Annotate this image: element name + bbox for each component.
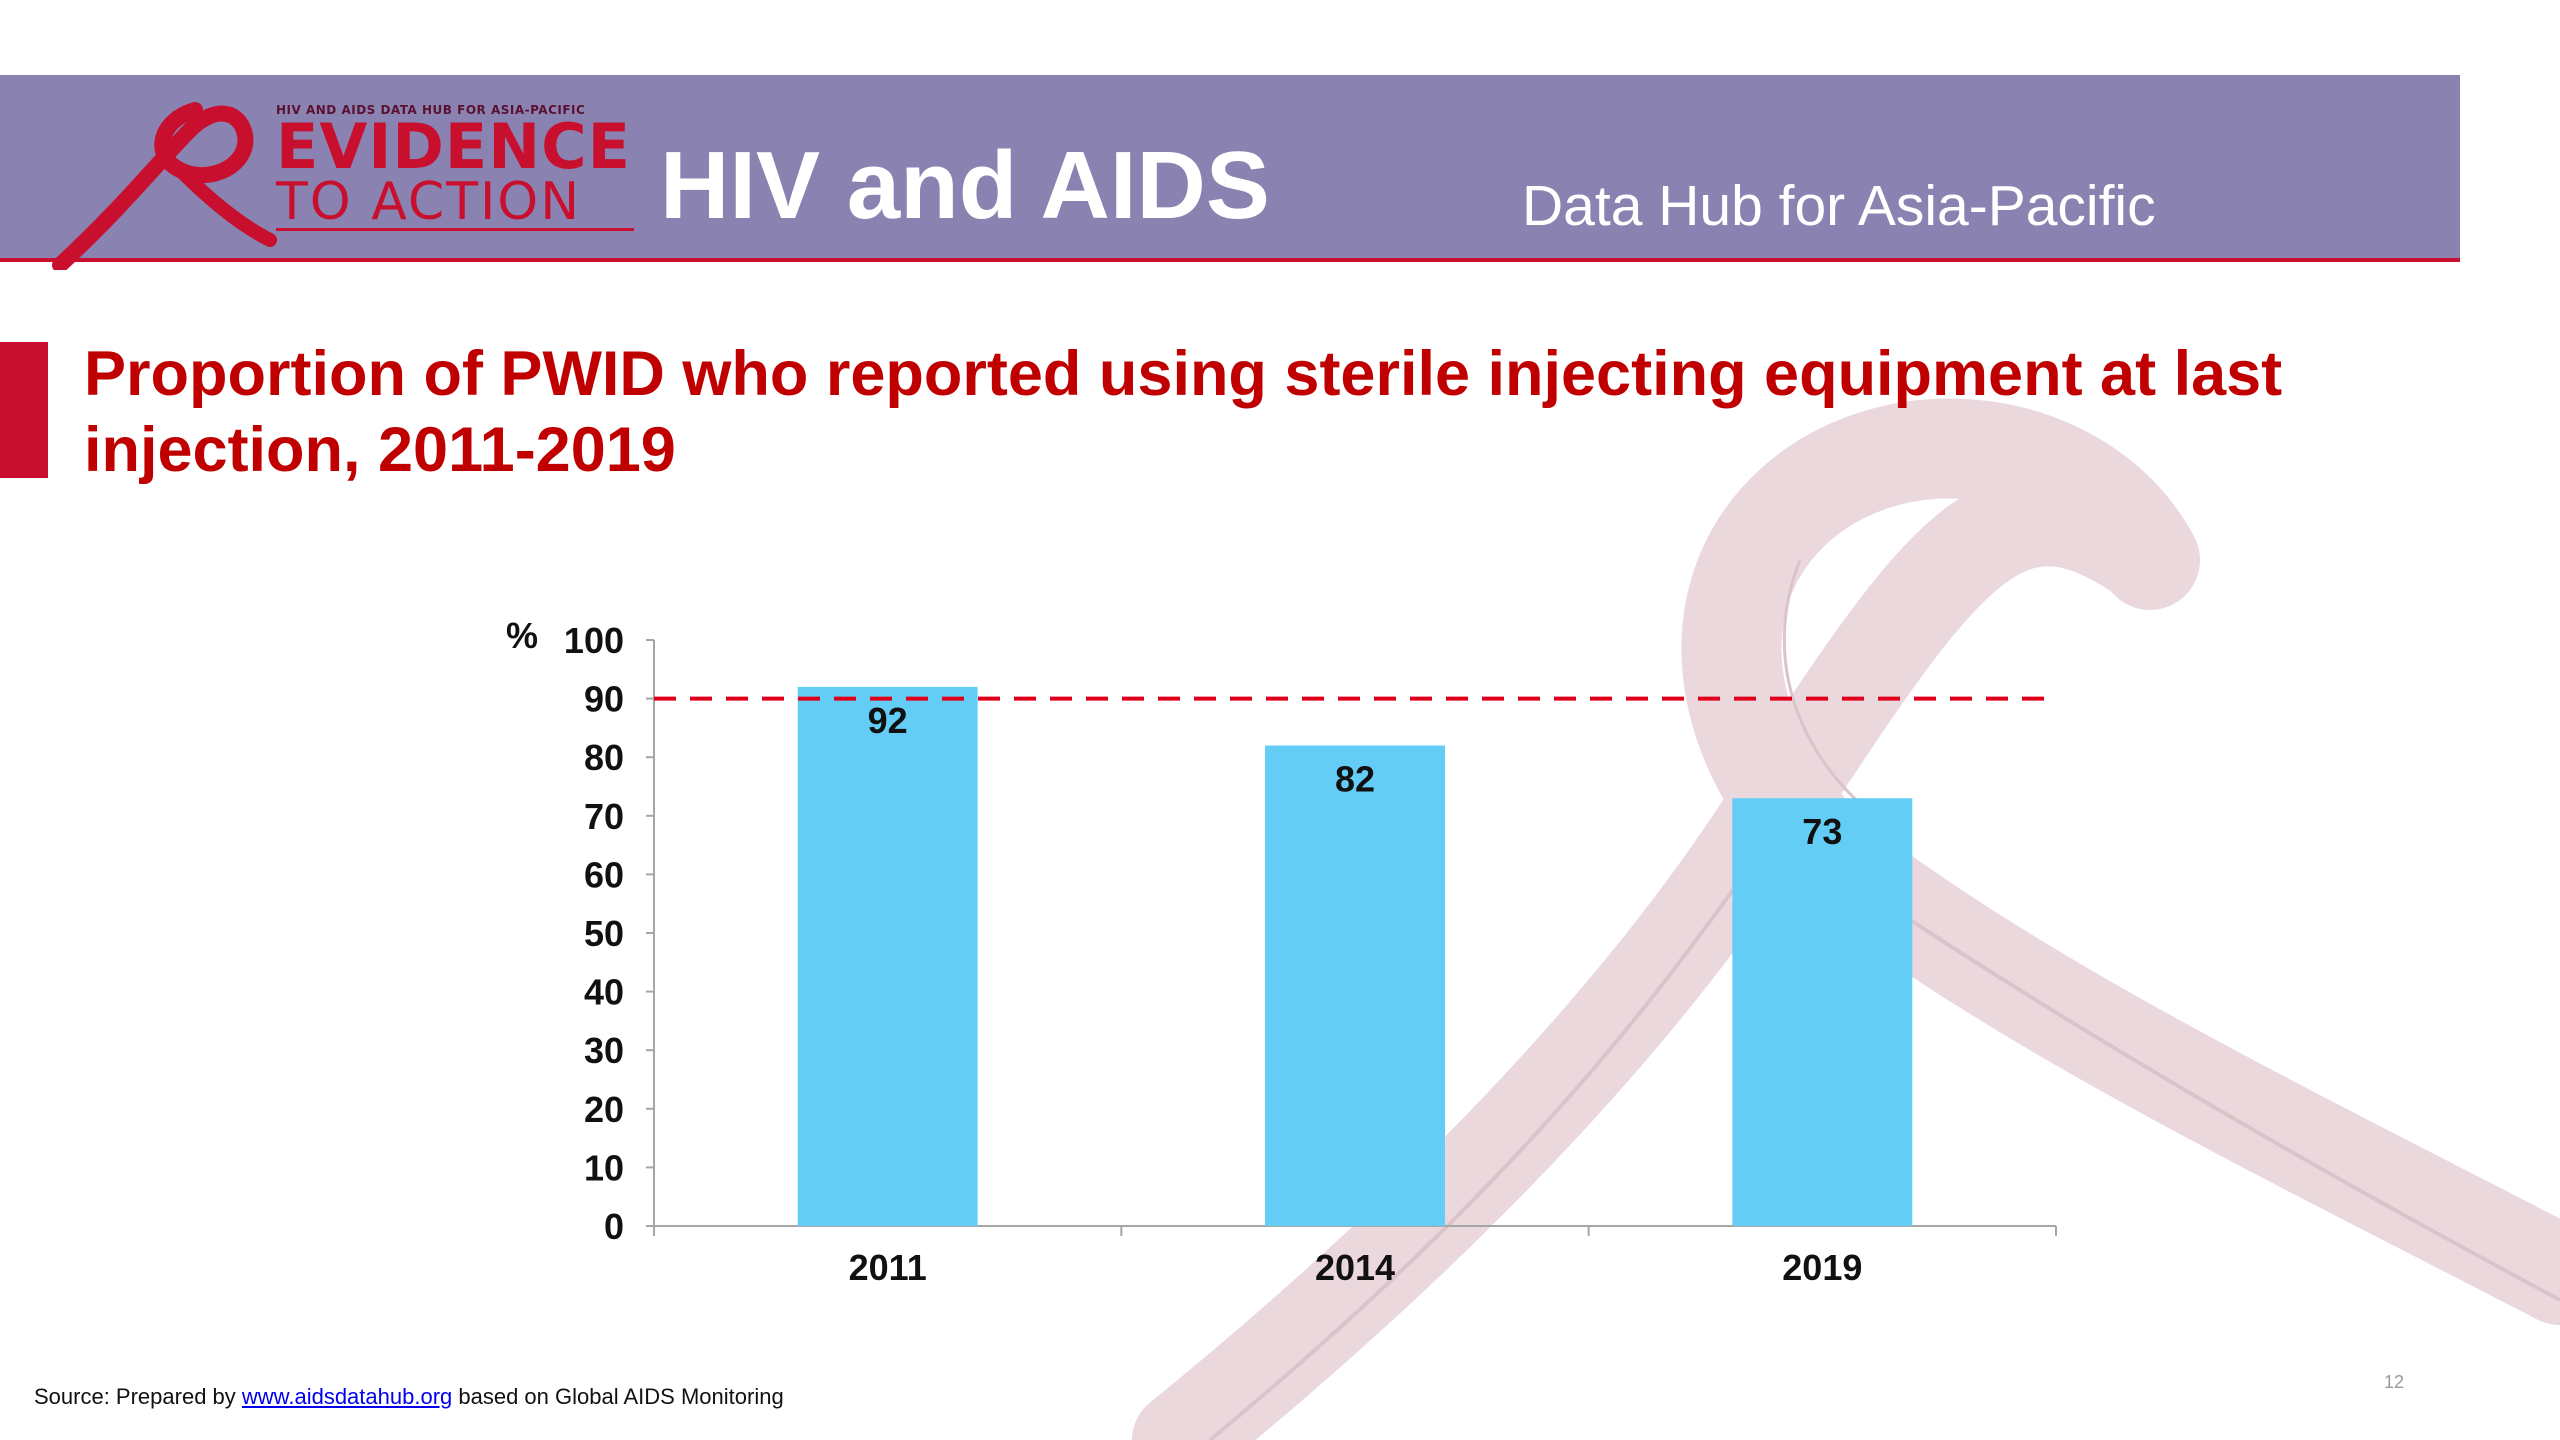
bar: [797, 686, 978, 1226]
bar: [1265, 745, 1445, 1226]
bar-data-label: 82: [1335, 758, 1375, 799]
chart-bars: [797, 686, 1913, 1226]
logo-tagline: HIV AND AIDS DATA HUB FOR ASIA-PACIFIC: [276, 103, 586, 117]
evidence-to-action-logo: HIV AND AIDS DATA HUB FOR ASIA-PACIFIC E…: [40, 90, 634, 270]
y-tick-label: 30: [584, 1030, 624, 1071]
page-number: 12: [2384, 1372, 2405, 1392]
y-tick-label: 0: [604, 1206, 624, 1247]
header-title: HIV and AIDS: [660, 132, 1270, 239]
x-tick-label: 2011: [849, 1247, 927, 1288]
chart-labels: 0 10 20 30 40 50 60 70 80 90 100% 92 2011 82 2014 73 201…: [506, 615, 2056, 1288]
y-tick-label: 60: [584, 854, 624, 895]
y-tick-label: 90: [584, 679, 624, 720]
y-axis-label: %: [506, 615, 538, 656]
y-tick-label: 80: [584, 737, 624, 778]
x-tick-label: 2019: [1782, 1247, 1862, 1288]
logo-underline: [276, 228, 634, 231]
x-tick-label: 2014: [1315, 1247, 1395, 1288]
source-note: Source: Prepared by www.aidsdatahub.org …: [34, 1384, 784, 1410]
y-tick-label: 50: [584, 913, 624, 954]
slide-title: Proportion of PWID who reported using st…: [84, 339, 2283, 485]
header-divider: [0, 258, 2460, 262]
y-tick-label: 70: [584, 796, 624, 837]
bar-data-label: 73: [1802, 811, 1842, 852]
source-suffix: based on Global AIDS Monitoring: [452, 1384, 784, 1409]
source-link[interactable]: www.aidsdatahub.org: [241, 1384, 453, 1409]
bar-data-label: 92: [868, 700, 908, 741]
y-tick-label: 40: [584, 972, 624, 1013]
y-tick-label: 20: [584, 1089, 624, 1130]
red-ribbon-icon: [52, 102, 277, 270]
y-tick-label: 10: [584, 1147, 624, 1188]
logo-wordmark-evidence: EVIDENCE: [276, 110, 631, 183]
source-prefix: Source: Prepared by: [34, 1384, 242, 1409]
title-marker: [0, 342, 48, 478]
bar: [1732, 798, 1913, 1226]
logo-wordmark-to-action: TO ACTION: [276, 172, 582, 232]
y-tick-label: 100: [564, 620, 624, 661]
header-subtitle: Data Hub for Asia-Pacific: [1522, 174, 2156, 238]
